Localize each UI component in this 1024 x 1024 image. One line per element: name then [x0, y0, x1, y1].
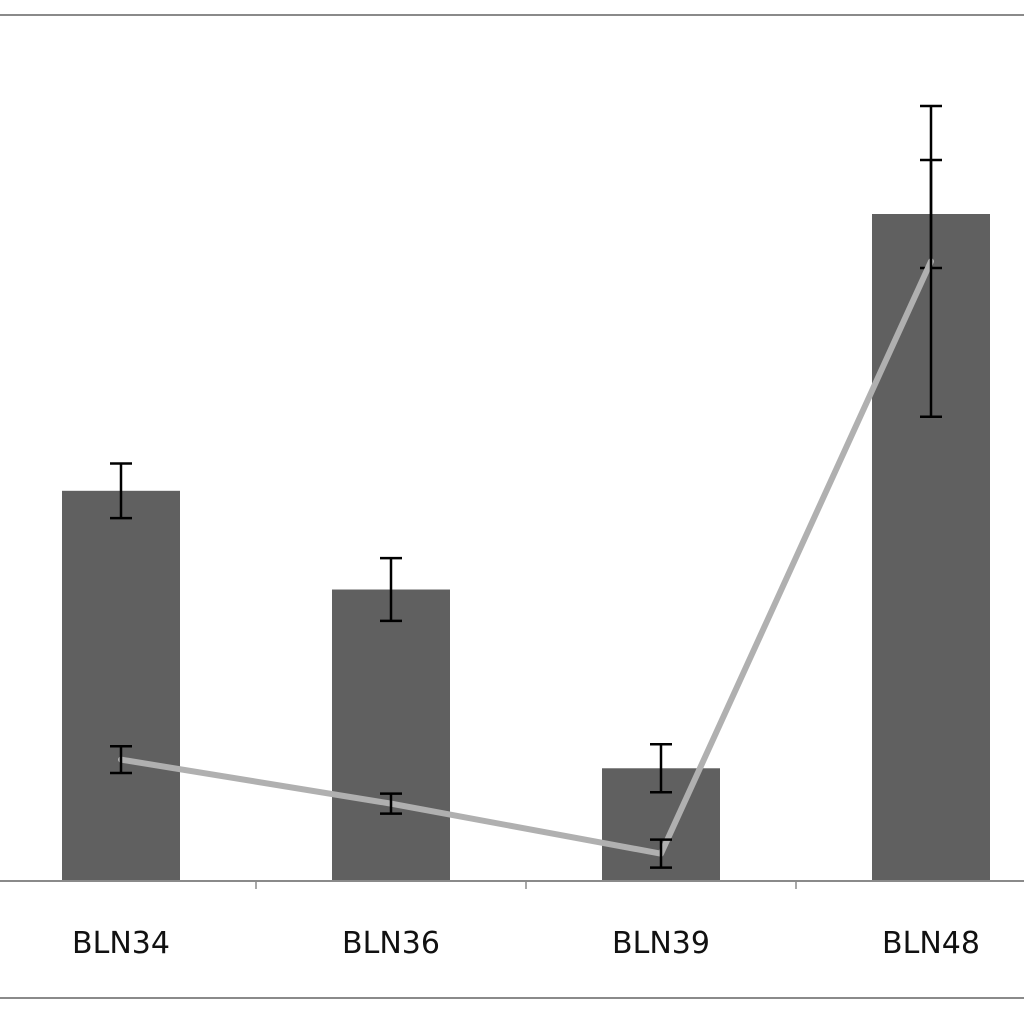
bar-error-bln36: [380, 556, 402, 623]
bar-bln34: [62, 490, 180, 881]
x-tick-label-bln48: BLN48: [882, 926, 980, 961]
line-series: [118, 258, 934, 857]
bars-layer: [62, 214, 990, 881]
line-error-bln39: [650, 838, 672, 869]
bar-error-bars: [110, 158, 942, 794]
line-error-bln48: [920, 104, 942, 419]
category-labels: BLN34 BLN36 BLN39 BLN48: [72, 926, 980, 961]
line-error-bln36: [380, 792, 402, 815]
x-tick-label-bln39: BLN39: [612, 926, 710, 961]
x-tick-label-bln36: BLN36: [342, 926, 440, 961]
line-error-bln34: [110, 745, 132, 775]
x-tick-label-bln34: BLN34: [72, 926, 170, 961]
bar-bln36: [332, 589, 450, 881]
bar-error-bln34: [110, 462, 132, 520]
bar-error-bln39: [650, 743, 672, 794]
x-axis-ticks: [255, 881, 797, 889]
line-series-path: [118, 258, 934, 857]
line-error-bars: [110, 104, 942, 869]
